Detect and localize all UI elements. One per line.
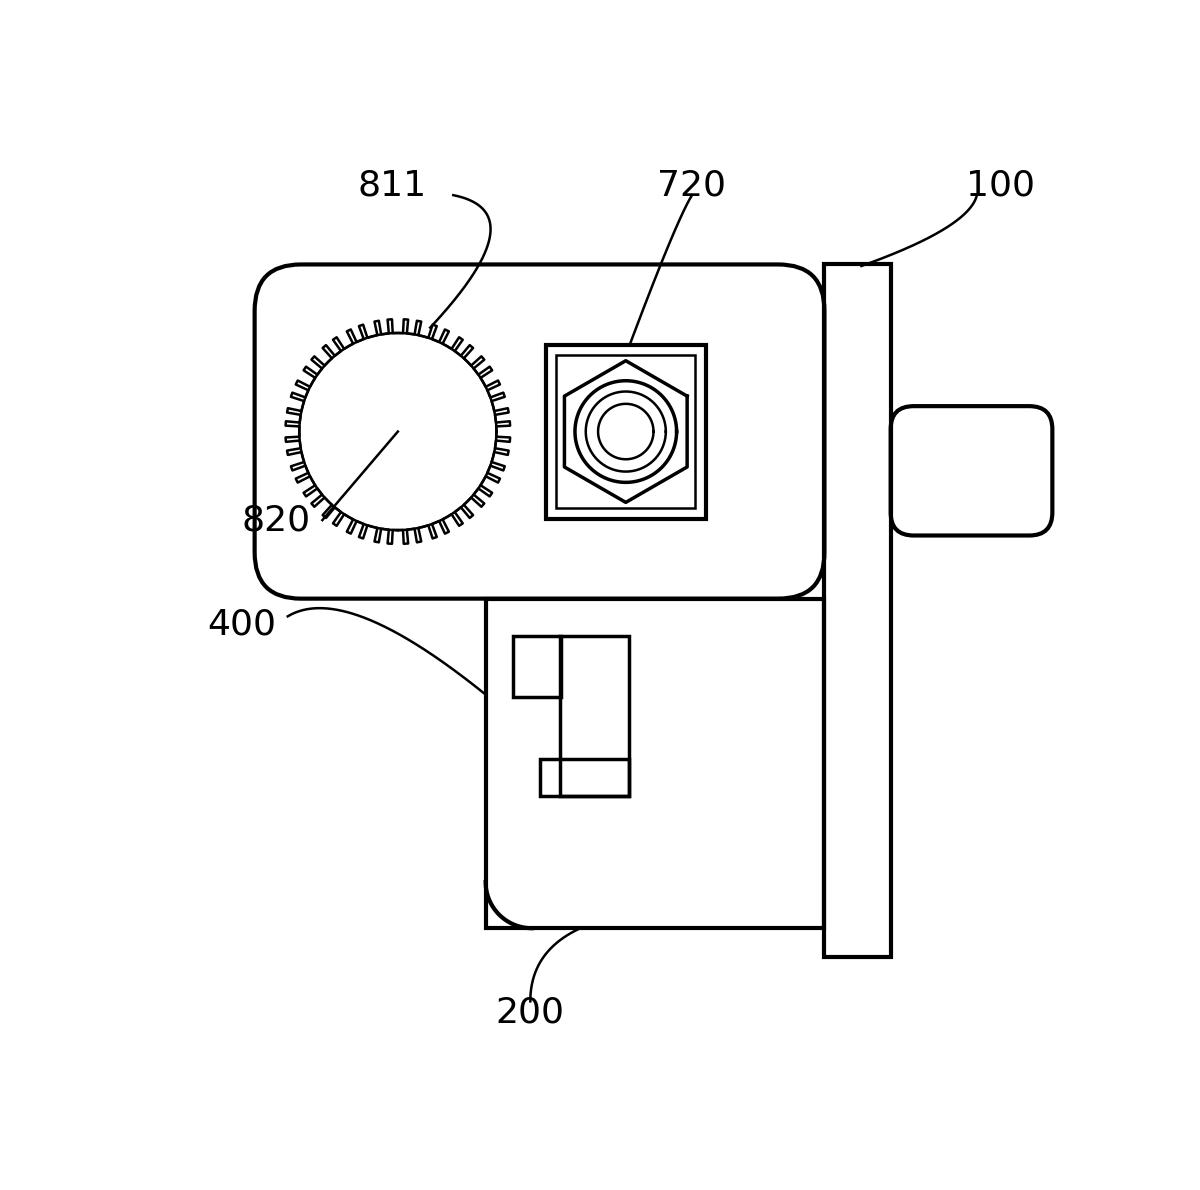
Text: 720: 720 (658, 168, 726, 202)
Bar (824, 264, 890, 958)
Text: 200: 200 (496, 996, 565, 1029)
Bar (486, 599, 824, 928)
Text: 811: 811 (358, 168, 426, 202)
Bar (540, 759, 629, 796)
Text: 100: 100 (966, 168, 1034, 202)
Bar (559, 635, 629, 796)
Bar (557, 356, 695, 508)
Bar (546, 345, 706, 519)
Text: 820: 820 (241, 503, 311, 537)
Text: 400: 400 (208, 607, 276, 641)
Bar (512, 635, 562, 697)
